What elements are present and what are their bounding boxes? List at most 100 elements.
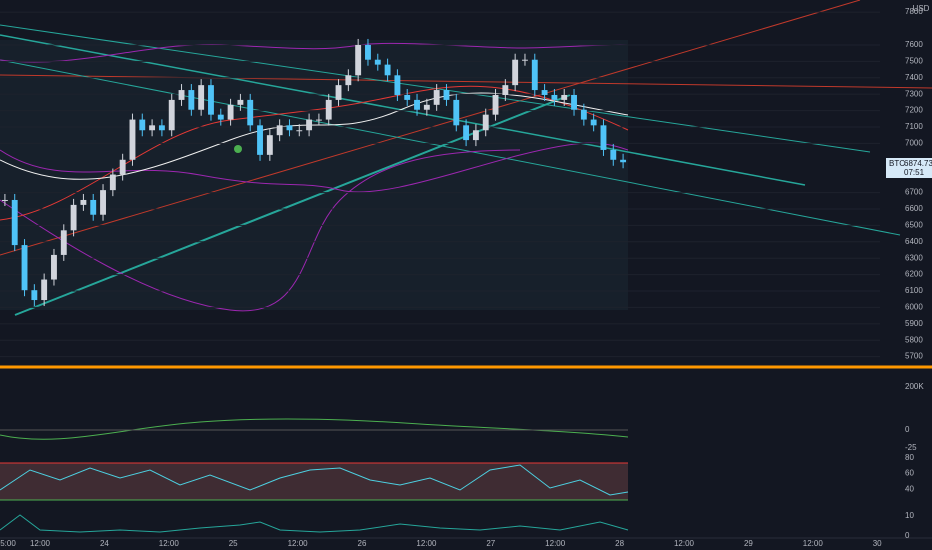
candle (571, 94, 577, 110)
x-tick-label: 12:00 (416, 539, 437, 548)
candle (610, 149, 617, 160)
candle (208, 85, 214, 115)
candle (502, 85, 509, 95)
candle (178, 90, 185, 100)
candle (512, 59, 519, 86)
y-tick-label: 7500 (905, 56, 923, 65)
y-tick-label: 7300 (905, 89, 923, 98)
countdown: 07:51 (904, 168, 925, 177)
candle (109, 174, 116, 191)
candle (257, 125, 263, 155)
rsi-band (0, 463, 628, 500)
candle (1, 199, 8, 201)
last-price: 6874.73 (904, 159, 932, 168)
y-tick-label: 7800 (905, 7, 923, 16)
candle (472, 130, 479, 141)
x-tick-label: 28 (615, 539, 624, 548)
x-tick-label: 12:00 (803, 539, 824, 548)
y-tick-label: 7200 (905, 106, 923, 115)
y-tick-label: 6700 (905, 188, 923, 197)
y-tick-label: 6400 (905, 237, 923, 246)
candle (90, 199, 97, 215)
candle (168, 99, 175, 131)
candle (345, 75, 352, 86)
candle (276, 125, 283, 136)
x-tick-label: 25 (229, 539, 238, 548)
candle (21, 245, 28, 291)
candle (492, 94, 499, 115)
candle (355, 44, 362, 76)
histogram-tick: 10 (905, 511, 914, 520)
candle (198, 85, 205, 110)
y-tick-label: 6600 (905, 204, 923, 213)
histogram-tick: 0 (905, 531, 910, 540)
candle (315, 119, 322, 121)
candle (433, 90, 440, 105)
oscillator-tick: -25 (905, 443, 917, 452)
y-tick-label: 7600 (905, 40, 923, 49)
candle (463, 125, 470, 141)
candle (482, 114, 489, 131)
trendline (0, 59, 901, 236)
candle (522, 59, 528, 61)
candle (247, 99, 254, 126)
y-tick-label: 7400 (905, 73, 923, 82)
rsi-tick: 60 (905, 469, 914, 478)
y-tick-label: 5700 (905, 352, 923, 361)
candle (325, 99, 332, 120)
y-tick-label: 7100 (905, 122, 923, 131)
candle (149, 125, 156, 131)
candle (139, 119, 146, 131)
x-tick-label: 12:00 (30, 539, 51, 548)
trendline (0, 34, 806, 186)
candle (80, 199, 87, 205)
bollinger-band (0, 149, 521, 312)
candle (60, 230, 67, 255)
candle (158, 125, 165, 131)
y-tick-label: 6200 (905, 270, 923, 279)
candle (11, 199, 18, 246)
candle (404, 94, 411, 100)
trendline (0, 0, 861, 256)
x-tick-label: 29 (744, 539, 753, 548)
rsi-line (0, 464, 629, 496)
candle (394, 75, 401, 95)
candle (335, 85, 342, 100)
trendline (0, 74, 932, 89)
candle (620, 159, 627, 163)
oscillator-tick: 0 (905, 425, 910, 434)
candle (590, 119, 597, 126)
histogram-line (0, 514, 629, 533)
x-tick-label: 24 (100, 539, 109, 548)
candle (374, 59, 381, 65)
candle (217, 114, 224, 120)
x-tick-label: 12:00 (159, 539, 180, 548)
x-tick-label: 27 (486, 539, 495, 548)
x-tick-label: 30 (873, 539, 882, 548)
candle (100, 190, 106, 215)
x-tick-label: 12:00 (545, 539, 566, 548)
signal-dot (234, 145, 242, 153)
rsi-tick: 80 (905, 453, 914, 462)
candle (266, 135, 273, 155)
x-tick-label: 12:00 (288, 539, 309, 548)
candle (296, 130, 303, 132)
bollinger-lower (0, 142, 629, 193)
y-tick-label: 6100 (905, 286, 923, 295)
volume-tick: 200K (905, 382, 924, 391)
candle (531, 59, 538, 91)
candle (384, 64, 391, 76)
symbol-label: BTC (889, 159, 905, 168)
candle (70, 204, 77, 231)
candle (306, 119, 313, 131)
candle (41, 279, 48, 301)
candle (561, 94, 568, 100)
candle (227, 104, 234, 120)
y-tick-label: 5800 (905, 335, 923, 344)
candle (31, 290, 38, 301)
candle (237, 99, 244, 105)
y-tick-label: 6300 (905, 253, 923, 262)
candle (600, 125, 607, 150)
